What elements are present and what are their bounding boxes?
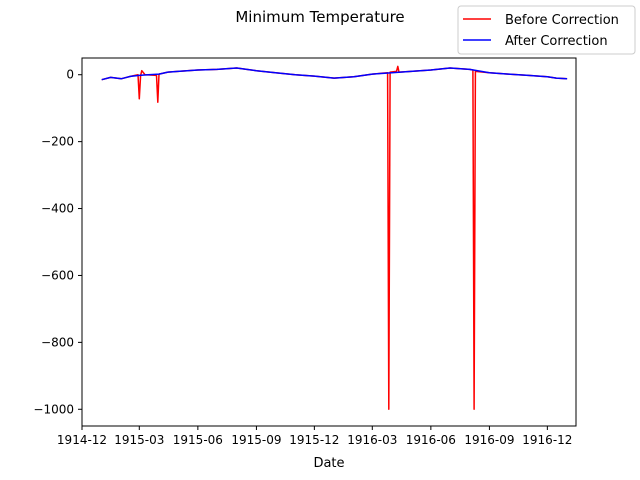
x-tick-label: 1915-12 — [289, 433, 339, 447]
x-tick-label: 1916-09 — [464, 433, 514, 447]
plot-area — [101, 65, 568, 411]
x-axis-label: Date — [313, 456, 344, 471]
x-tick-label: 1916-06 — [406, 433, 456, 447]
chart-title: Minimum Temperature — [235, 8, 404, 26]
series-line-before-correction — [101, 65, 568, 411]
y-tick-label: −800 — [41, 335, 74, 349]
x-tick-label: 1915-06 — [173, 433, 223, 447]
y-tick-label: 0 — [66, 68, 74, 82]
x-tick-label: 1915-09 — [231, 433, 281, 447]
x-tick-label: 1916-03 — [347, 433, 397, 447]
series-line-after-correction — [101, 67, 568, 81]
y-tick-label: −1000 — [33, 402, 74, 416]
legend-box — [457, 5, 636, 55]
legend: Before Correction After Correction — [457, 5, 636, 55]
x-tick-label: 1916-12 — [522, 433, 572, 447]
y-tick-label: −200 — [41, 135, 74, 149]
y-tick-label: −600 — [41, 268, 74, 282]
x-tick-label: 1914-12 — [57, 433, 107, 447]
x-axis: 1914-12 1915-03 1915-06 1915-09 1915-12 1916-… — [57, 426, 572, 447]
legend-label-after-correction: After Correction — [505, 34, 608, 49]
y-axis: 0 −200 −400 −600 −800 −1000 — [33, 68, 82, 416]
y-tick-label: −400 — [41, 202, 74, 216]
legend-label-before-correction: Before Correction — [505, 13, 619, 28]
plot-frame — [81, 57, 577, 427]
x-tick-label: 1915-03 — [114, 433, 164, 447]
